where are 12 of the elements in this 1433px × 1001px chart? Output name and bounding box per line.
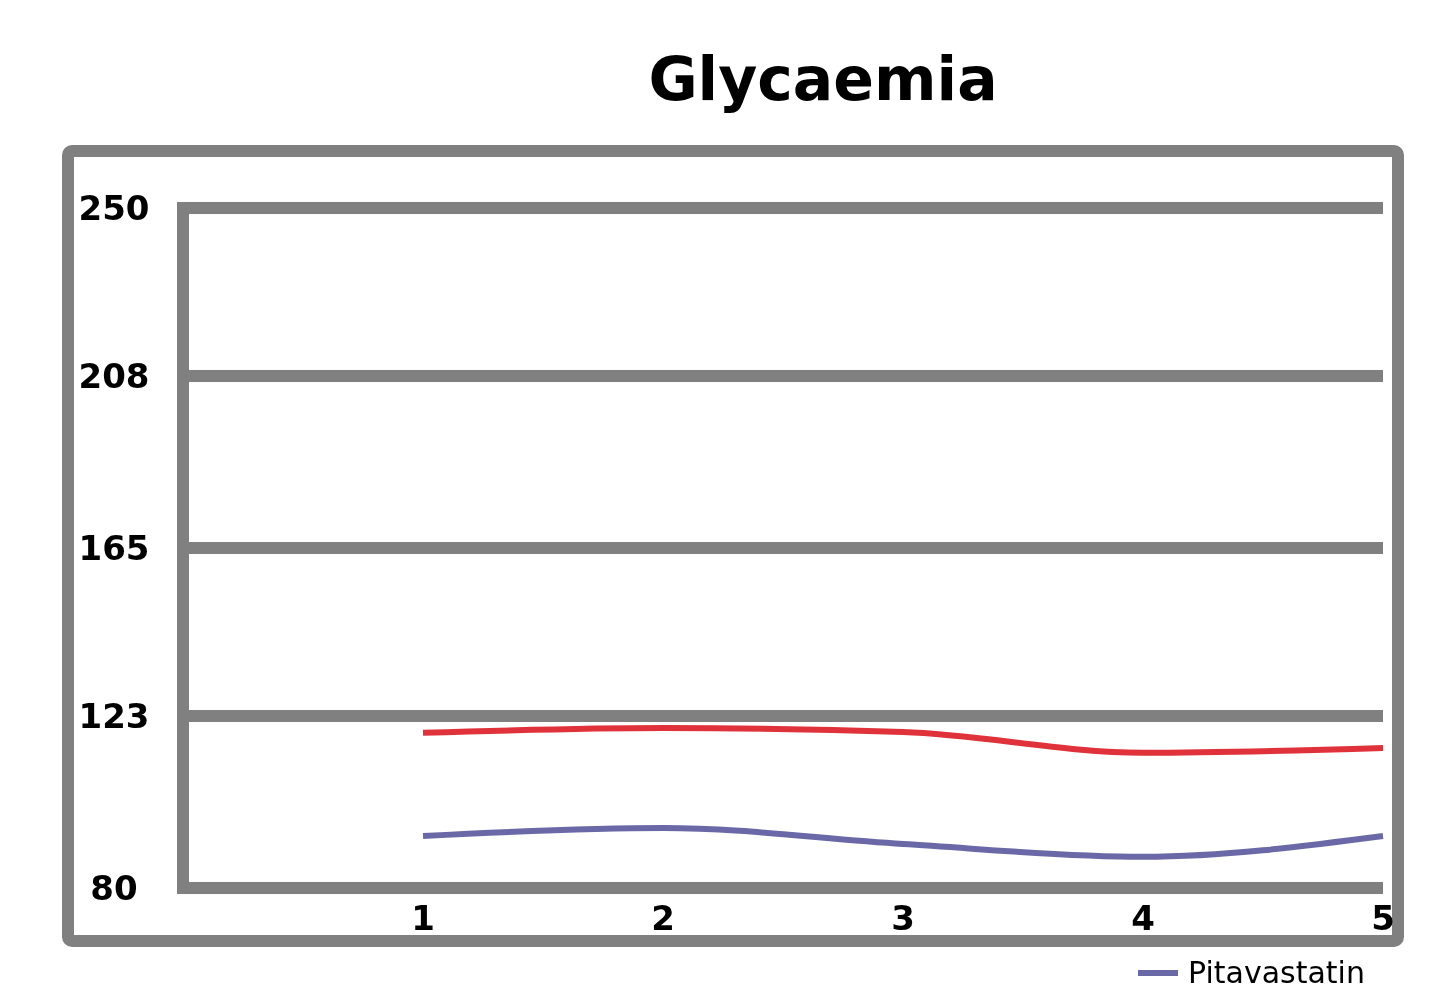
legend-label: Pitavastatin xyxy=(1188,955,1365,990)
chart-title: Glycaemia xyxy=(648,44,998,114)
x-tick-label: 5 xyxy=(1371,898,1395,938)
y-tick-label: 80 xyxy=(90,868,138,908)
y-tick-label: 250 xyxy=(78,188,150,228)
x-tick-label: 3 xyxy=(891,898,915,938)
y-tick-label: 123 xyxy=(78,696,150,736)
y-tick-label: 208 xyxy=(78,356,150,396)
x-tick-label: 1 xyxy=(411,898,435,938)
x-tick-label: 2 xyxy=(651,898,675,938)
y-tick-label: 165 xyxy=(78,528,150,568)
x-tick-label: 4 xyxy=(1131,898,1155,938)
